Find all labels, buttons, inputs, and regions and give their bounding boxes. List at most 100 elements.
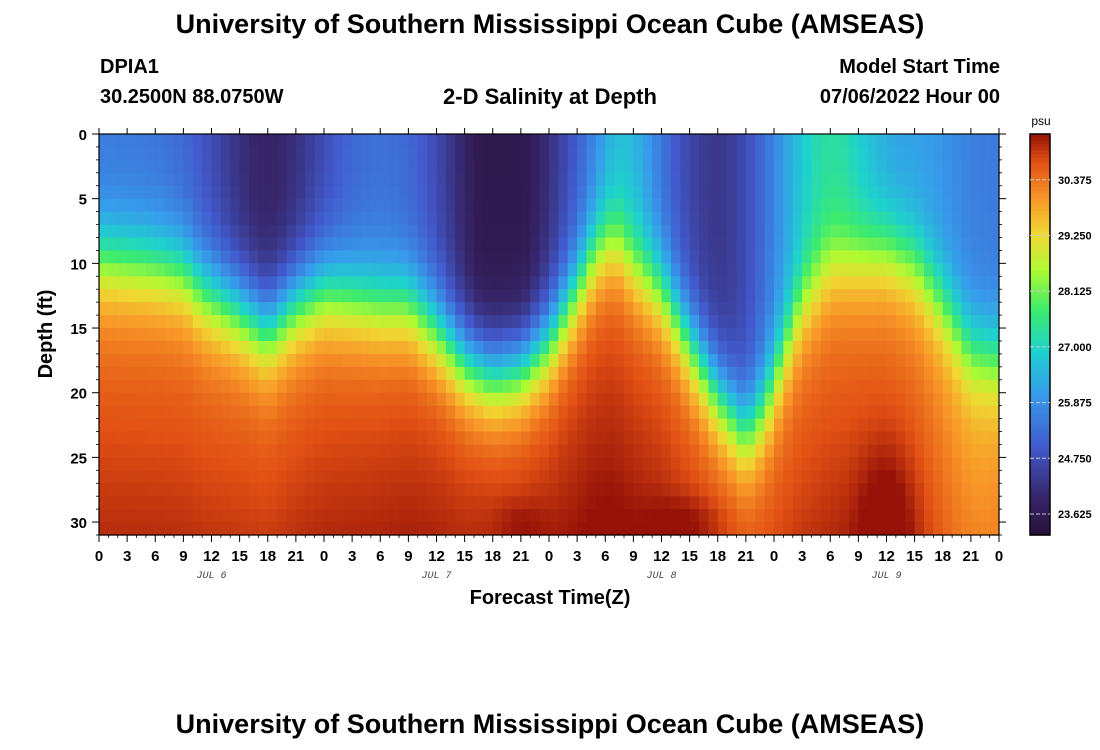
- heatmap-cell: [830, 431, 841, 446]
- heatmap-cell: [886, 328, 897, 342]
- heatmap-cell: [961, 185, 972, 200]
- heatmap-cell: [230, 211, 241, 226]
- heatmap-cell: [577, 379, 588, 394]
- heatmap-cell: [699, 302, 709, 316]
- heatmap-cell: [370, 315, 381, 329]
- heatmap-cell: [717, 237, 728, 252]
- heatmap-cell: [595, 237, 606, 252]
- heatmap-cell: [586, 315, 597, 329]
- heatmap-cell: [933, 185, 944, 200]
- heatmap-cell: [670, 470, 681, 484]
- heatmap-cell: [895, 237, 906, 252]
- heatmap-cell: [324, 496, 334, 510]
- heatmap-cell: [745, 405, 756, 420]
- heatmap-cell: [933, 379, 944, 394]
- heatmap-cell: [155, 224, 166, 239]
- heatmap-cell: [117, 496, 128, 510]
- heatmap-cell: [145, 134, 156, 148]
- heatmap-cell: [802, 237, 813, 252]
- heatmap-cell: [314, 211, 325, 226]
- heatmap-cell: [586, 340, 597, 355]
- heatmap-cell: [727, 470, 738, 484]
- heatmap-cell: [145, 392, 156, 407]
- colorbar-cell: [1030, 230, 1050, 235]
- heatmap-cell: [145, 444, 156, 458]
- heatmap-cell: [164, 134, 175, 148]
- colorbar-cell: [1030, 317, 1050, 322]
- heatmap-cell: [970, 470, 981, 484]
- colorbar-cell: [1030, 264, 1050, 269]
- heatmap-cell: [774, 315, 784, 329]
- heatmap-cell: [877, 302, 888, 316]
- heatmap-cell: [689, 146, 700, 161]
- heatmap-cell: [417, 302, 428, 316]
- heatmap-cell: [595, 496, 606, 510]
- heatmap-cell: [474, 328, 484, 342]
- heatmap-cell: [802, 379, 813, 394]
- heatmap-cell: [642, 276, 653, 290]
- heatmap-cell: [802, 185, 813, 200]
- heatmap-cell: [164, 431, 175, 446]
- heatmap-cell: [127, 250, 138, 264]
- heatmap-cell: [267, 159, 278, 174]
- heatmap-cell: [942, 315, 953, 329]
- heatmap-cell: [652, 431, 663, 446]
- day-label: JUL 6: [196, 571, 226, 582]
- colorbar-cell: [1030, 334, 1050, 339]
- heatmap-cell: [183, 392, 194, 407]
- heatmap-cell: [520, 470, 531, 484]
- heatmap-cell: [502, 289, 513, 303]
- heatmap-cell: [802, 302, 813, 316]
- heatmap-cell: [474, 146, 484, 161]
- heatmap-cell: [595, 483, 606, 497]
- heatmap-cell: [905, 418, 916, 433]
- heatmap-cell: [914, 366, 925, 381]
- heatmap-cell: [136, 198, 147, 213]
- heatmap-cell: [99, 146, 109, 161]
- heatmap-cell: [942, 470, 953, 484]
- heatmap-cell: [933, 263, 944, 277]
- colorbar-cell: [1030, 518, 1050, 523]
- heatmap-cell: [774, 392, 784, 407]
- heatmap-cell: [764, 340, 775, 355]
- heatmap-cell: [642, 405, 653, 420]
- heatmap-cell: [933, 250, 944, 264]
- heatmap-cell: [586, 237, 597, 252]
- heatmap-cell: [849, 470, 859, 484]
- heatmap-cell: [989, 302, 1000, 316]
- heatmap-cell: [774, 418, 784, 433]
- heatmap-cell: [942, 134, 953, 148]
- heatmap-cell: [155, 418, 166, 433]
- heatmap-cell: [727, 289, 738, 303]
- heatmap-cell: [661, 496, 672, 510]
- x-tick-label: 18: [259, 548, 276, 565]
- heatmap-cell: [577, 340, 588, 355]
- heatmap-cell: [324, 353, 334, 368]
- heatmap-cell: [820, 392, 831, 407]
- heatmap-cell: [924, 224, 934, 239]
- heatmap-cell: [558, 431, 569, 446]
- heatmap-cell: [99, 134, 109, 148]
- colorbar-cell: [1030, 274, 1050, 279]
- heatmap-cell: [783, 366, 794, 381]
- heatmap-cell: [980, 315, 991, 329]
- heatmap-cell: [436, 328, 447, 342]
- heatmap-cell: [464, 263, 475, 277]
- heatmap-cell: [220, 496, 231, 510]
- heatmap-cell: [99, 418, 109, 433]
- heatmap-cell: [858, 353, 869, 368]
- heatmap-cell: [877, 483, 888, 497]
- colorbar-cell: [1030, 528, 1050, 533]
- heatmap-cell: [802, 470, 813, 484]
- heatmap-cell: [595, 457, 606, 471]
- heatmap-cell: [970, 366, 981, 381]
- heatmap-cell: [455, 444, 466, 458]
- heatmap-cell: [849, 483, 859, 497]
- heatmap-cell: [192, 496, 203, 510]
- heatmap-cell: [530, 392, 541, 407]
- heatmap-cell: [886, 457, 897, 471]
- heatmap-cell: [717, 483, 728, 497]
- heatmap-cell: [286, 211, 297, 226]
- heatmap-cell: [633, 198, 644, 213]
- heatmap-cell: [417, 250, 428, 264]
